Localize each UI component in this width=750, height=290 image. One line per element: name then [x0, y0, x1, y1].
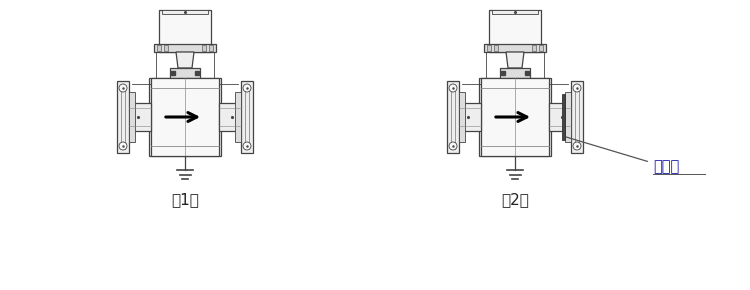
Bar	[241, 81, 253, 153]
Circle shape	[119, 84, 127, 92]
Circle shape	[573, 142, 581, 150]
Bar	[571, 81, 583, 153]
Circle shape	[573, 84, 581, 92]
Circle shape	[449, 84, 457, 92]
Bar	[162, 10, 208, 14]
Bar	[159, 10, 211, 52]
Bar	[549, 103, 571, 131]
Bar	[157, 45, 161, 51]
Circle shape	[243, 84, 251, 92]
Circle shape	[449, 142, 457, 150]
Bar	[487, 45, 491, 51]
Bar	[219, 103, 241, 131]
Bar	[532, 45, 536, 51]
Bar	[562, 94, 565, 140]
Circle shape	[119, 142, 127, 150]
Bar	[565, 92, 571, 142]
Bar	[481, 78, 549, 156]
Bar	[129, 92, 135, 142]
Polygon shape	[176, 52, 194, 68]
Bar	[129, 103, 151, 131]
Bar	[484, 44, 546, 52]
Bar	[459, 103, 481, 131]
Bar	[539, 45, 543, 51]
Bar	[492, 10, 538, 14]
Bar	[154, 44, 216, 52]
Bar	[117, 81, 129, 153]
Bar	[164, 45, 168, 51]
Bar	[500, 68, 530, 78]
Bar	[235, 92, 241, 142]
Polygon shape	[506, 52, 524, 68]
Bar	[209, 45, 213, 51]
Bar	[170, 68, 200, 78]
Circle shape	[243, 142, 251, 150]
Bar	[494, 45, 498, 51]
Text: （1）: （1）	[171, 192, 199, 207]
Text: （2）: （2）	[501, 192, 529, 207]
Bar	[489, 10, 541, 52]
Text: 接地环: 接地环	[566, 137, 680, 175]
Bar	[479, 78, 551, 156]
Bar	[202, 45, 206, 51]
Bar	[447, 81, 459, 153]
Bar	[151, 78, 219, 156]
Bar	[459, 92, 465, 142]
Bar	[149, 78, 221, 156]
